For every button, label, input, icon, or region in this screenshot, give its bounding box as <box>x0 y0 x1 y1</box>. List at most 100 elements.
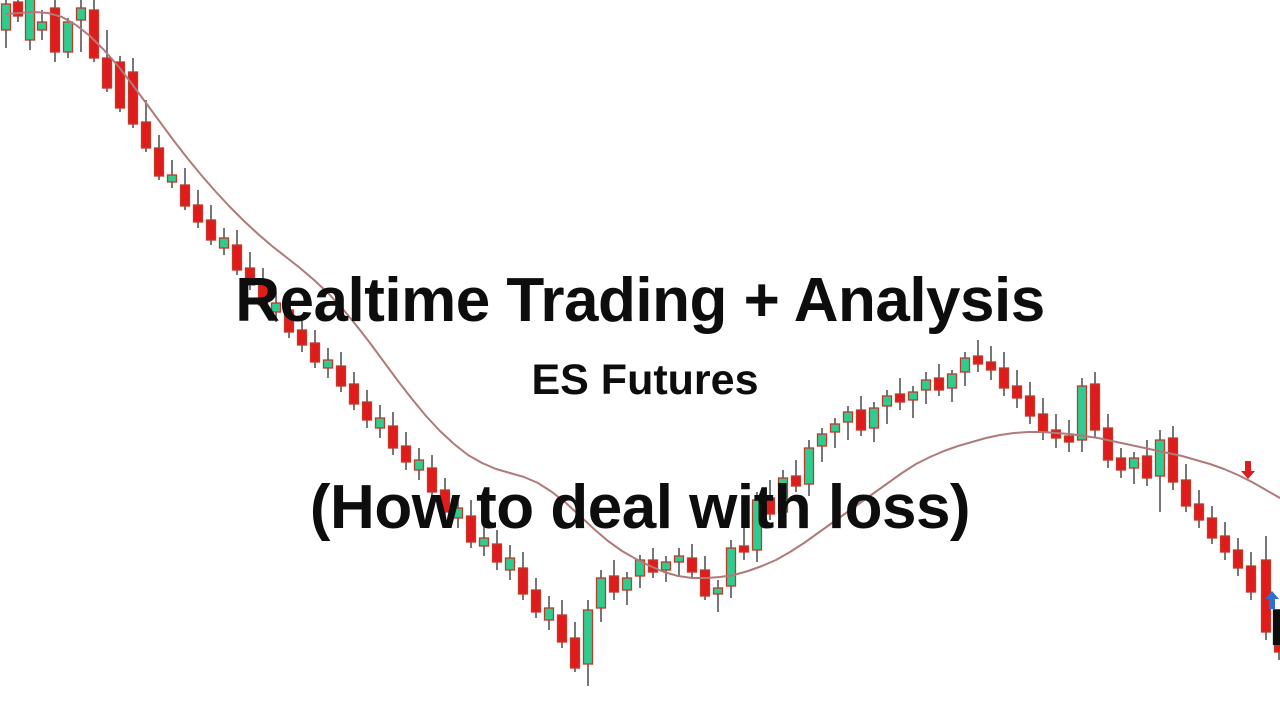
candle <box>218 228 230 255</box>
candle-body <box>296 329 308 346</box>
candle <box>842 406 854 440</box>
candle <box>49 0 61 62</box>
candle <box>1115 448 1127 478</box>
candle-body <box>907 391 919 401</box>
candle <box>790 460 802 492</box>
candle-body <box>439 489 451 513</box>
candle-body <box>114 61 126 109</box>
moving-average-line <box>5 11 1280 579</box>
candle <box>712 580 724 612</box>
candle <box>335 352 347 392</box>
candle-body <box>465 515 477 543</box>
candle-body <box>1154 439 1166 477</box>
candle <box>465 500 477 548</box>
candle <box>413 448 425 480</box>
candle-body <box>686 557 698 573</box>
candle-body <box>504 557 516 571</box>
candle <box>0 0 12 48</box>
candle-body <box>569 637 581 669</box>
candle <box>361 390 373 428</box>
candle <box>192 190 204 228</box>
candle-body <box>881 395 893 407</box>
candle <box>1076 378 1088 452</box>
candle-body <box>855 409 867 431</box>
candle <box>140 100 152 152</box>
candle-body <box>1141 455 1153 479</box>
candle <box>751 492 763 562</box>
candle <box>1193 490 1205 528</box>
candle <box>348 372 360 410</box>
candle-body <box>1167 437 1179 483</box>
candle-body <box>673 555 685 563</box>
candle <box>12 0 24 22</box>
candle <box>309 330 321 368</box>
candle <box>179 168 191 210</box>
candle <box>283 296 295 338</box>
candle-body <box>868 407 880 429</box>
candle-body <box>608 575 620 593</box>
candle <box>725 540 737 598</box>
candle-body <box>205 219 217 241</box>
candle-body <box>12 1 24 17</box>
candle-body <box>36 21 48 31</box>
candle-body <box>517 567 529 595</box>
candle-body <box>374 417 386 429</box>
candle <box>296 318 308 352</box>
candle-body <box>257 282 269 306</box>
candle-body <box>231 244 243 271</box>
candle <box>1219 522 1231 560</box>
candle-body <box>283 309 295 333</box>
candle <box>985 346 997 380</box>
candle-body <box>660 561 672 571</box>
candle-body <box>751 499 763 551</box>
candle <box>998 352 1010 396</box>
candle-body <box>725 547 737 587</box>
candle <box>1167 426 1179 490</box>
page-title: Realtime Trading + Analysis (How to deal… <box>0 134 1280 676</box>
candle <box>127 58 139 128</box>
candle <box>517 552 529 600</box>
candle-body <box>1193 503 1205 521</box>
candle-body <box>413 459 425 471</box>
candle-body <box>1180 479 1192 507</box>
candle <box>322 348 334 378</box>
candle-body <box>140 121 152 149</box>
candle-body <box>998 367 1010 389</box>
candle-body <box>530 589 542 613</box>
candle <box>62 18 74 58</box>
candle-body <box>842 411 854 423</box>
subtitle: ES Futures <box>0 356 1280 404</box>
candle-body <box>1232 549 1244 569</box>
subtitle-text: ES Futures <box>531 356 759 404</box>
candle-body <box>127 71 139 125</box>
candle-body <box>920 379 932 391</box>
candles-group <box>0 0 1280 686</box>
candle-body <box>933 377 945 391</box>
candle <box>153 135 165 180</box>
candle <box>75 0 87 52</box>
candle <box>582 600 594 686</box>
candle-body <box>1115 457 1127 471</box>
candle-body <box>894 393 906 403</box>
candle-body <box>985 361 997 371</box>
candle-body <box>1206 517 1218 539</box>
candle <box>660 556 672 582</box>
candle <box>816 428 828 462</box>
candle <box>244 252 256 290</box>
candle-body <box>712 587 724 595</box>
candle-body <box>478 537 490 547</box>
candle-body <box>829 423 841 433</box>
candle-body <box>62 21 74 53</box>
candle <box>1089 372 1101 438</box>
candle <box>686 544 698 578</box>
candle-body <box>1273 627 1280 653</box>
candle-body <box>361 401 373 421</box>
candle-body <box>972 355 984 365</box>
title-line-2: (How to deal with loss) <box>309 472 971 542</box>
candle-body <box>101 57 113 89</box>
candle <box>556 600 568 648</box>
sell-arrow-icon <box>1241 461 1255 479</box>
candle <box>1180 464 1192 512</box>
